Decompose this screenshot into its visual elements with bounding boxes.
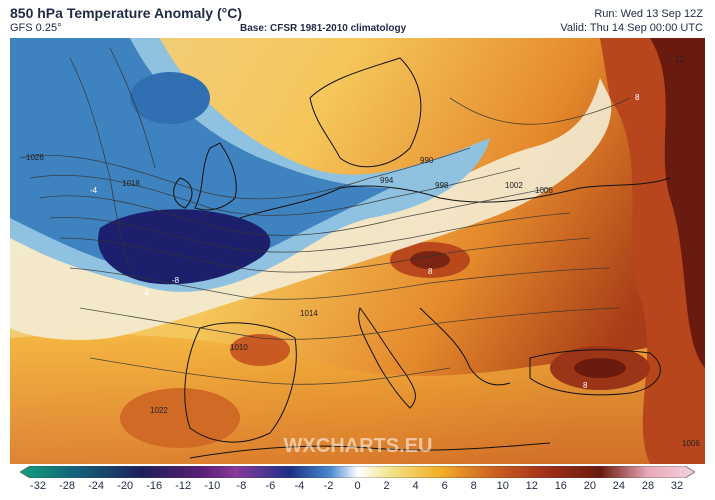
cold-spot-atlantic bbox=[130, 72, 210, 124]
hot-spot-iberia bbox=[120, 388, 240, 448]
valid-time: Valid: Thu 14 Sep 00:00 UTC bbox=[560, 22, 703, 34]
hot-spot-france bbox=[230, 334, 290, 366]
colorbar-tick-label: -6 bbox=[265, 480, 276, 492]
colorbar-tick-label: -16 bbox=[146, 480, 163, 492]
colorbar-tick-label: 28 bbox=[641, 480, 655, 492]
isobars bbox=[19, 47, 631, 385]
colorbar-ticks: -32 -28 -24 -20 -16 -12 -10 -8 -6 -4 -2 0 2 4 6 8 10 12 16… bbox=[20, 480, 695, 496]
map-title: 850 hPa Temperature Anomaly (°C) bbox=[10, 5, 242, 21]
isobar-label: 1026 bbox=[26, 153, 44, 162]
colorbar-tick-label: 16 bbox=[554, 480, 567, 492]
coast-scandinavia bbox=[309, 57, 422, 168]
map-header: 850 hPa Temperature Anomaly (°C) GFS 0.2… bbox=[0, 0, 715, 38]
hot-spot-balkans-core bbox=[410, 251, 450, 269]
colorbar-tick-label: -2 bbox=[323, 480, 334, 492]
coastlines bbox=[173, 57, 671, 459]
isobar-label: 1022 bbox=[150, 406, 168, 415]
isobar-label: 994 bbox=[380, 176, 394, 185]
anomaly-label: -8 bbox=[172, 276, 180, 285]
anomaly-label: -4 bbox=[142, 288, 150, 297]
anomaly-label: -4 bbox=[90, 186, 98, 195]
coast-turkey bbox=[529, 349, 661, 396]
colorbar-tick-label: -12 bbox=[175, 480, 192, 492]
isobar-label: 1002 bbox=[505, 181, 523, 190]
colorbar-tick-label: 32 bbox=[670, 480, 684, 492]
hot-spot-turkey-core bbox=[574, 358, 626, 378]
watermark: WXCHARTS.EU bbox=[284, 435, 433, 457]
isobar-label: 1006 bbox=[682, 439, 700, 448]
colorbar-tick-label: 8 bbox=[470, 480, 477, 492]
colorbar-tick-label: -28 bbox=[59, 480, 75, 492]
isobar-label: 1006 bbox=[535, 186, 553, 195]
colorbar bbox=[20, 466, 695, 478]
colorbar-tick-label: -20 bbox=[117, 480, 134, 492]
anomaly-label: 8 bbox=[428, 267, 433, 276]
colorbar-legend: -32 -28 -24 -20 -16 -12 -10 -8 -6 -4 -2 0 2 4 6 8 10 12 16… bbox=[20, 466, 695, 500]
coast-britain bbox=[194, 142, 237, 211]
coast-ireland bbox=[173, 177, 193, 209]
anomaly-label: 8 bbox=[583, 381, 588, 390]
colorbar-tick-label: -10 bbox=[204, 480, 221, 492]
coast-north-africa bbox=[189, 442, 551, 459]
run-time: Run: Wed 13 Sep 12Z bbox=[594, 8, 703, 20]
coast-iberia bbox=[184, 322, 297, 443]
anomaly-label: 8 bbox=[635, 93, 640, 102]
colorbar-tick-label: 20 bbox=[583, 480, 596, 492]
colorbar-tick-label: 0 bbox=[354, 480, 361, 492]
isobar-label: 1018 bbox=[122, 179, 140, 188]
anomaly-label-group: -8 -4 -4 8 8 8 12 bbox=[90, 55, 684, 390]
colorbar-tick-label: 2 bbox=[383, 480, 390, 492]
climatology-base: Base: CFSR 1981-2010 climatology bbox=[240, 23, 407, 34]
coast-italy bbox=[358, 306, 416, 409]
colorbar-tick-label: 24 bbox=[612, 480, 626, 492]
isobar-label: 998 bbox=[435, 181, 449, 190]
colorbar-tick-label: -4 bbox=[294, 480, 305, 492]
colorbar-tick-label: 4 bbox=[412, 480, 419, 492]
isobar-label: 1010 bbox=[230, 343, 248, 352]
isobar-label-group: 990 994 998 1002 1006 1010 1014 1018 102… bbox=[26, 153, 700, 448]
model-name: GFS 0.25° bbox=[10, 22, 62, 34]
colorbar-tick-label: -24 bbox=[88, 480, 105, 492]
colorbar-tick-label: 12 bbox=[525, 480, 538, 492]
isobar-label: 1014 bbox=[300, 309, 318, 318]
colorbar-tick-label: 6 bbox=[441, 480, 448, 492]
anomaly-map: 990 994 998 1002 1006 1010 1014 1018 102… bbox=[10, 38, 705, 464]
colorbar-tick-label: -8 bbox=[236, 480, 247, 492]
coast-continent bbox=[239, 177, 671, 219]
isobar-label: 990 bbox=[420, 156, 434, 165]
very-hot-east-core bbox=[650, 38, 705, 368]
colorbar-tick-label: 10 bbox=[496, 480, 509, 492]
colorbar-tick-label: -32 bbox=[30, 480, 46, 492]
anomaly-label: 12 bbox=[675, 55, 684, 64]
